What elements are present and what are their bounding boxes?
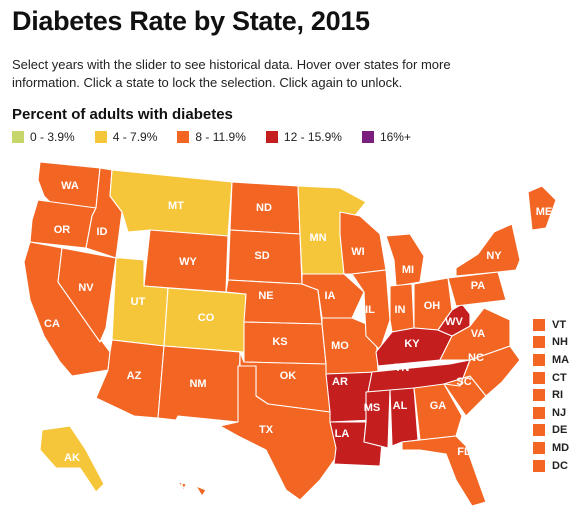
small-state-label: NJ [552, 406, 567, 419]
state-nd[interactable] [229, 181, 301, 235]
small-state-label: VT [552, 318, 567, 331]
page-title: Diabetes Rate by State, 2015 [12, 6, 370, 36]
small-state-ma[interactable]: MA [533, 351, 569, 369]
legend-title: Percent of adults with diabetes [12, 106, 233, 123]
small-state-swatch [533, 406, 545, 419]
state-pa[interactable] [447, 271, 507, 307]
small-state-label: MD [552, 441, 570, 454]
state-or[interactable] [29, 199, 97, 249]
state-sd[interactable] [227, 229, 303, 285]
small-state-swatch [533, 336, 545, 349]
small-state-ct[interactable]: CT [533, 369, 569, 387]
small-state-swatch [533, 441, 545, 454]
small-state-nj[interactable]: NJ [533, 404, 569, 422]
state-in[interactable] [389, 283, 415, 333]
state-shapes [23, 161, 557, 507]
legend-label: 4 - 7.9% [112, 130, 158, 144]
legend-item: 16%+ [361, 130, 411, 144]
state-wi[interactable] [339, 211, 387, 275]
state-ny[interactable] [455, 223, 521, 277]
legend-swatch [12, 131, 24, 143]
small-state-nh[interactable]: NH [533, 334, 569, 352]
legend-swatch [94, 131, 107, 143]
state-ak[interactable] [39, 425, 105, 493]
state-tx[interactable] [219, 365, 341, 501]
state-fl[interactable] [401, 435, 487, 507]
state-ar[interactable] [325, 371, 379, 423]
small-state-label: MA [552, 353, 570, 366]
small-state-md[interactable]: MD [533, 439, 569, 457]
small-state-vt[interactable]: VT [533, 316, 569, 334]
small-state-swatch [533, 459, 545, 472]
us-choropleth-map: WAORCANVIDMTWYUTCOAZNMNDSDNEKSOKTXMNIAMO… [23, 161, 557, 507]
state-wy[interactable] [143, 229, 229, 293]
legend-item: 4 - 7.9% [94, 130, 158, 144]
legend-label: 12 - 15.9% [283, 130, 342, 144]
small-state-label: DC [552, 459, 568, 472]
small-state-swatch [533, 371, 545, 384]
small-state-label: CT [552, 371, 567, 384]
legend-label: 8 - 11.9% [195, 130, 246, 144]
small-state-swatch [533, 318, 545, 331]
state-co[interactable] [163, 287, 247, 353]
legend-label: 16%+ [379, 130, 411, 144]
small-state-swatch [533, 353, 545, 366]
small-state-label: DE [552, 424, 568, 437]
small-state-label: NH [552, 336, 568, 349]
small-state-label: RI [552, 389, 563, 402]
state-wv[interactable] [437, 303, 471, 337]
small-state-ri[interactable]: RI [533, 386, 569, 404]
state-al[interactable] [389, 387, 419, 447]
state-ks[interactable] [243, 321, 327, 365]
legend-label: 0 - 3.9% [30, 130, 75, 144]
state-mi[interactable] [385, 233, 425, 287]
state-hi[interactable] [177, 481, 207, 497]
small-state-dc[interactable]: DC [533, 457, 569, 475]
legend-swatch [265, 131, 278, 143]
small-state-de[interactable]: DE [533, 422, 569, 440]
state-nv[interactable] [57, 247, 117, 343]
legend: 0 - 3.9% 4 - 7.9% 8 - 11.9% 12 - 15.9% 16%+ [12, 130, 431, 144]
state-me[interactable] [527, 185, 557, 231]
legend-swatch [361, 131, 374, 143]
state-ms[interactable] [363, 389, 391, 449]
instructions-text: Select years with the slider to see hist… [12, 57, 451, 90]
legend-swatch [177, 131, 190, 143]
small-state-swatch [533, 424, 545, 437]
legend-item: 0 - 3.9% [12, 130, 75, 144]
state-mt[interactable] [109, 169, 233, 237]
small-states-list: VT NH MA CT RI NJ DE MD DC [533, 316, 569, 474]
legend-item: 8 - 11.9% [177, 130, 246, 144]
legend-item: 12 - 15.9% [265, 130, 342, 144]
state-nm[interactable] [157, 345, 241, 423]
small-state-swatch [533, 389, 545, 402]
state-ga[interactable] [413, 383, 463, 441]
